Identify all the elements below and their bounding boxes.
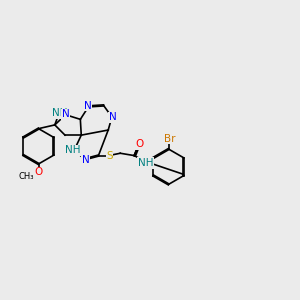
Text: Br: Br — [164, 134, 175, 144]
Text: S: S — [106, 151, 113, 160]
Text: O: O — [34, 167, 43, 177]
Text: N: N — [109, 112, 116, 122]
Text: N: N — [82, 155, 89, 165]
Text: NH: NH — [138, 158, 153, 168]
Text: N: N — [61, 109, 69, 119]
Text: NH: NH — [52, 108, 68, 118]
Text: NH: NH — [65, 146, 81, 155]
Text: CH₃: CH₃ — [18, 172, 34, 181]
Text: O: O — [135, 140, 143, 149]
Text: N: N — [84, 101, 92, 111]
